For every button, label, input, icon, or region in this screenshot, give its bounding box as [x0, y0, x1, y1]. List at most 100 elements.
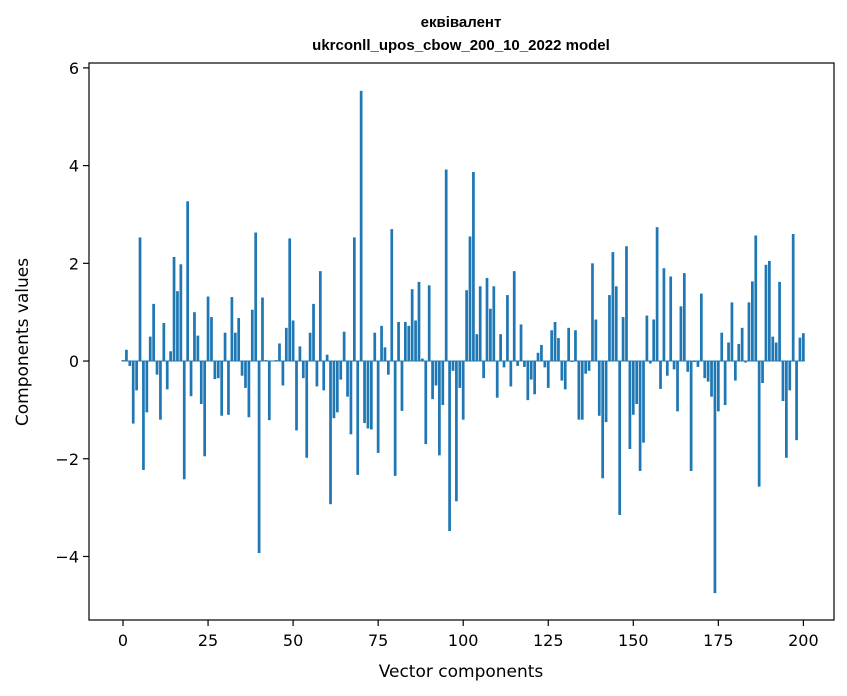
bar-component-169 [696, 361, 700, 367]
bar-component-66 [346, 361, 349, 397]
bar-component-198 [795, 361, 798, 441]
bar-component-116 [516, 361, 519, 366]
bar-component-163 [676, 361, 679, 412]
bar-component-51 [295, 361, 298, 431]
bar-component-186 [754, 235, 758, 362]
bar-component-150 [631, 361, 635, 415]
bar-component-52 [298, 346, 302, 362]
bar-component-65 [342, 331, 346, 362]
bar-component-81 [397, 321, 400, 362]
bar-component-27 [213, 361, 217, 380]
bar-component-31 [227, 361, 230, 415]
bars-group [121, 90, 805, 594]
bar-component-5 [138, 237, 142, 362]
bar-component-93 [438, 361, 441, 456]
bar-component-12 [162, 322, 166, 362]
bar-component-97 [451, 361, 455, 371]
y-tick-label: −2 [55, 450, 79, 469]
bar-component-147 [621, 317, 625, 362]
bar-component-133 [574, 330, 577, 362]
bar-component-156 [652, 319, 656, 362]
bar-component-47 [281, 361, 285, 386]
bar-component-28 [216, 361, 220, 379]
bar-component-179 [730, 302, 734, 362]
bar-component-146 [618, 361, 622, 515]
bar-component-126 [550, 330, 554, 362]
bar-component-71 [363, 361, 366, 424]
bar-component-144 [611, 252, 615, 362]
bar-component-145 [614, 286, 618, 362]
bar-component-50 [291, 320, 295, 362]
bar-component-167 [689, 361, 693, 471]
bar-component-75 [376, 361, 380, 453]
bar-component-199 [798, 337, 802, 362]
bar-component-114 [509, 361, 513, 387]
bar-component-174 [713, 361, 717, 594]
bar-component-69 [356, 361, 360, 475]
bar-component-137 [587, 361, 591, 371]
bar-component-149 [628, 361, 632, 449]
bar-component-100 [461, 361, 465, 420]
bar-component-4 [135, 361, 138, 391]
bar-component-124 [543, 361, 547, 368]
bar-component-134 [577, 361, 581, 420]
bar-component-106 [482, 361, 485, 379]
bar-component-135 [580, 361, 584, 420]
bar-component-119 [526, 361, 530, 401]
x-tick-label: 200 [788, 631, 819, 650]
bar-component-59 [322, 361, 326, 391]
bar-component-53 [301, 361, 305, 379]
bar-component-148 [625, 246, 628, 362]
bar-component-90 [427, 285, 431, 362]
bar-component-187 [757, 361, 761, 487]
bar-component-117 [519, 324, 523, 362]
bar-component-1 [125, 349, 128, 362]
bar-component-109 [492, 286, 496, 362]
bar-component-130 [563, 361, 567, 390]
bar-component-153 [642, 361, 645, 443]
bar-component-87 [417, 281, 421, 362]
bar-component-107 [485, 277, 489, 362]
bar-component-26 [210, 317, 213, 362]
bar-component-62 [332, 361, 336, 419]
bar-component-82 [400, 361, 404, 411]
bar-component-183 [744, 361, 747, 363]
x-tick-label: 75 [368, 631, 388, 650]
bar-component-20 [189, 361, 193, 397]
bar-component-108 [489, 308, 492, 362]
bar-component-98 [455, 361, 458, 502]
bar-component-67 [349, 361, 353, 435]
bar-component-46 [278, 343, 281, 362]
x-tick-label: 150 [618, 631, 649, 650]
bar-component-189 [764, 264, 768, 362]
bar-component-55 [308, 332, 312, 362]
bar-component-173 [710, 361, 713, 397]
bar-component-158 [659, 361, 662, 389]
x-tick-label: 50 [283, 631, 303, 650]
bar-component-123 [540, 344, 543, 362]
x-tick-label: 100 [448, 631, 479, 650]
bar-component-159 [662, 268, 666, 362]
bar-component-131 [567, 327, 571, 362]
bar-component-88 [421, 358, 424, 362]
bar-component-129 [560, 361, 564, 381]
bar-component-79 [390, 229, 394, 362]
bar-component-64 [339, 361, 343, 380]
chart-title-line1: еквівалент [421, 14, 502, 31]
y-tick-label: 0 [69, 352, 79, 371]
bar-component-105 [478, 286, 482, 362]
bar-component-7 [145, 361, 149, 413]
bar-component-141 [601, 361, 605, 479]
bar-component-166 [686, 361, 690, 372]
bar-component-85 [410, 289, 414, 362]
bar-component-29 [220, 361, 224, 416]
bar-component-38 [250, 309, 254, 362]
x-tick-label: 175 [703, 631, 734, 650]
bar-component-157 [655, 227, 659, 362]
bar-component-127 [553, 321, 557, 362]
bar-component-72 [366, 361, 370, 429]
bar-component-70 [359, 90, 363, 362]
bar-component-34 [237, 318, 241, 362]
bar-component-139 [594, 319, 598, 362]
